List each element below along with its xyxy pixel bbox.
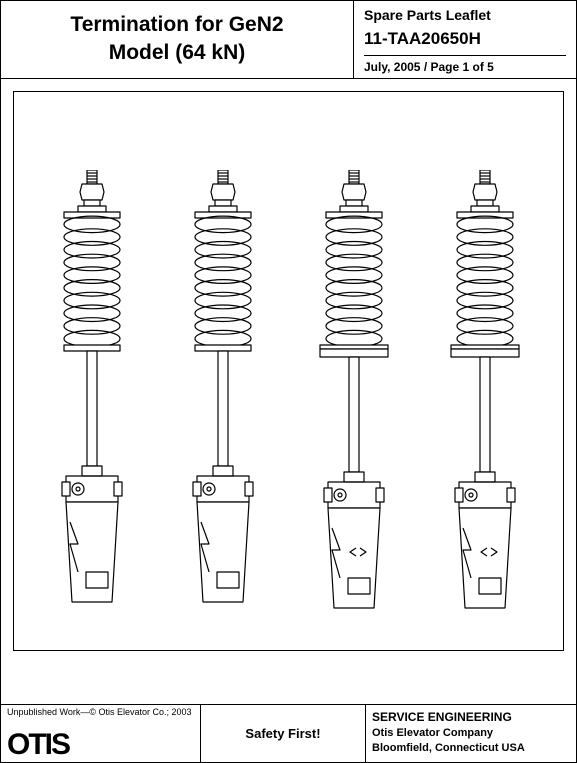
department: SERVICE ENGINEERING xyxy=(372,709,570,726)
page-info: Page 1 of 5 xyxy=(431,60,494,74)
safety-text: Safety First! xyxy=(245,726,320,741)
company-location: Bloomfield, Connecticut USA xyxy=(372,741,570,756)
termination-assembly xyxy=(37,170,147,640)
brand-logo: OTIS xyxy=(7,730,194,762)
separator: / xyxy=(424,60,431,74)
info-divider xyxy=(364,55,566,56)
page-container: Termination for GeN2 Model (64 kN) Spare… xyxy=(0,0,577,763)
figure-area xyxy=(13,91,564,651)
termination-assembly xyxy=(430,170,540,640)
footer-center: Safety First! xyxy=(201,705,366,762)
header: Termination for GeN2 Model (64 kN) Spare… xyxy=(1,1,576,79)
footer-right: SERVICE ENGINEERING Otis Elevator Compan… xyxy=(366,705,576,762)
date-page-line: July, 2005 / Page 1 of 5 xyxy=(364,60,566,74)
footer: Unpublished Work—© Otis Elevator Co.; 20… xyxy=(1,704,576,762)
title-line-1: Termination for GeN2 xyxy=(9,13,345,37)
copyright-text: Unpublished Work—© Otis Elevator Co.; 20… xyxy=(7,707,194,717)
company-name: Otis Elevator Company xyxy=(372,726,570,741)
termination-assembly xyxy=(299,170,409,640)
info-box: Spare Parts Leaflet 11-TAA20650H July, 2… xyxy=(354,1,576,78)
footer-left: Unpublished Work—© Otis Elevator Co.; 20… xyxy=(1,705,201,762)
title-line-2: Model (64 kN) xyxy=(9,41,345,65)
part-number: 11-TAA20650H xyxy=(364,29,566,49)
leaflet-label: Spare Parts Leaflet xyxy=(364,7,566,23)
termination-assembly xyxy=(168,170,278,640)
title-box: Termination for GeN2 Model (64 kN) xyxy=(1,1,354,78)
doc-date: July, 2005 xyxy=(364,60,420,74)
